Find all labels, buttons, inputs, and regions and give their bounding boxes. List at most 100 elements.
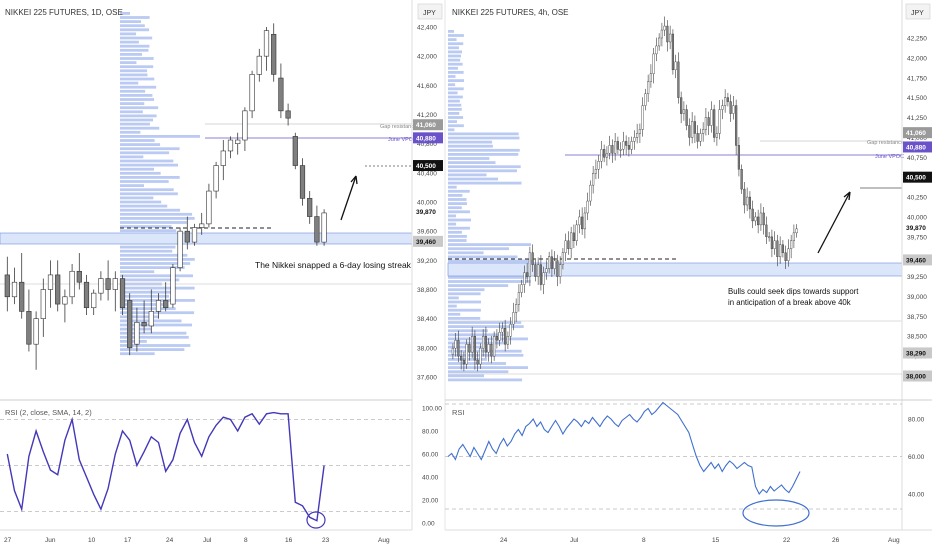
candle-body xyxy=(26,311,32,345)
price-label-box xyxy=(413,235,443,247)
candle-body xyxy=(542,272,545,285)
currency-badge[interactable] xyxy=(905,3,931,20)
profile-bar xyxy=(448,62,463,66)
price-tick: 40,800 xyxy=(417,141,437,148)
candle-body xyxy=(638,129,641,134)
candle-body xyxy=(592,172,595,186)
profile-bar xyxy=(120,16,150,19)
rsi-tick: 0.00 xyxy=(422,521,435,528)
currency-label: JPY xyxy=(911,10,924,17)
candle-body xyxy=(600,149,603,162)
candle-body xyxy=(256,55,262,75)
candle-body xyxy=(559,264,562,277)
time-tick: 17 xyxy=(124,537,132,544)
candle-body xyxy=(517,292,520,305)
candle-body xyxy=(682,109,685,114)
candle-body xyxy=(33,318,39,345)
price-labels: 41,060 40,880 40,500 39,870 39,460 38,290 38,0… xyxy=(903,127,932,382)
candle-body xyxy=(531,252,534,265)
candle-body xyxy=(235,139,241,144)
currency-badge[interactable] xyxy=(417,3,443,20)
candle-body xyxy=(567,240,570,249)
price-tick: 41,500 xyxy=(907,95,927,102)
profile-bar xyxy=(448,288,485,292)
candle-body xyxy=(608,145,611,154)
profile-bar xyxy=(120,53,142,56)
candle-body xyxy=(581,216,584,230)
profile-bar xyxy=(448,333,506,337)
candle-body xyxy=(715,133,718,138)
left-y-axis: JPY 42,400 42,000 41,600 41,200 40,800 40,400… xyxy=(411,0,443,530)
time-tick: Jul xyxy=(203,537,212,544)
chart-title: NIKKEI 225 FUTURES, 1D, OSE xyxy=(5,8,123,17)
candle-body xyxy=(605,153,608,158)
candle-body xyxy=(454,340,457,349)
profile-bar xyxy=(120,352,155,356)
candle-body xyxy=(523,272,526,285)
profile-bar xyxy=(120,155,144,159)
time-tick: 24 xyxy=(500,537,508,544)
candle-body xyxy=(76,270,82,283)
profile-bar xyxy=(448,157,490,160)
profile-bar xyxy=(120,176,180,179)
profile-bar xyxy=(448,136,520,140)
candle-body xyxy=(649,73,652,82)
candle-body xyxy=(465,343,468,365)
profile-bar xyxy=(448,140,493,144)
time-tick: 27 xyxy=(4,537,12,544)
candle-body xyxy=(83,281,90,309)
candle-body xyxy=(773,240,776,249)
oversold-circle xyxy=(306,511,326,529)
profile-bar xyxy=(120,48,149,52)
profile-bar xyxy=(120,85,157,89)
candle-body xyxy=(471,336,474,353)
candle-body xyxy=(627,145,630,150)
price-tick: 40,250 xyxy=(907,195,927,202)
candle-body xyxy=(644,93,647,106)
profile-bar xyxy=(120,126,160,130)
candle-body xyxy=(663,25,666,31)
candle-body xyxy=(718,109,721,134)
profile-bar xyxy=(120,200,162,204)
profile-bar xyxy=(448,87,464,91)
candle-body xyxy=(539,264,542,285)
profile-bar xyxy=(120,110,143,114)
candle-body xyxy=(594,169,597,174)
profile-bar xyxy=(448,230,462,234)
candle-body xyxy=(611,145,614,154)
profile-bar xyxy=(120,217,195,220)
profile-bar xyxy=(120,143,161,146)
time-tick: 16 xyxy=(285,537,293,544)
rsi-line xyxy=(447,401,801,496)
price-label: 39,870 xyxy=(906,225,926,232)
profile-bar xyxy=(120,192,178,196)
candle-body xyxy=(493,336,496,357)
profile-bar xyxy=(448,120,457,123)
candle-body xyxy=(660,29,663,39)
price-label-box xyxy=(903,370,932,382)
candle-body xyxy=(614,141,617,154)
candle-body xyxy=(729,101,732,114)
candle-body xyxy=(699,133,702,142)
candle-body xyxy=(307,198,313,217)
profile-bar xyxy=(448,276,529,279)
right-y-axis: JPY 42,250 42,000 41,750 41,500 41,250 41,000… xyxy=(901,0,932,530)
candle-body xyxy=(163,300,169,309)
price-tick: 38,500 xyxy=(907,334,927,341)
rsi-line xyxy=(6,411,325,522)
profile-bar xyxy=(448,239,467,242)
candle-body xyxy=(19,281,25,312)
candle-body xyxy=(227,139,234,152)
profile-bar xyxy=(120,208,181,212)
candle-body xyxy=(112,278,118,290)
profile-bar xyxy=(120,61,137,64)
left-chart-panel: NIKKEI 225 FUTURES, 1D, OSE The Nikkei s… xyxy=(0,8,417,370)
chart-title: NIKKEI 225 FUTURES, 4h, OSE xyxy=(452,8,568,17)
profile-bar xyxy=(448,177,499,181)
candle-body xyxy=(545,268,548,273)
price-tick: 42,250 xyxy=(907,36,927,43)
candle-body xyxy=(91,292,97,309)
rsi-line xyxy=(447,401,801,496)
profile-bar xyxy=(448,210,470,214)
rsi-tick: 100.00 xyxy=(422,406,442,413)
